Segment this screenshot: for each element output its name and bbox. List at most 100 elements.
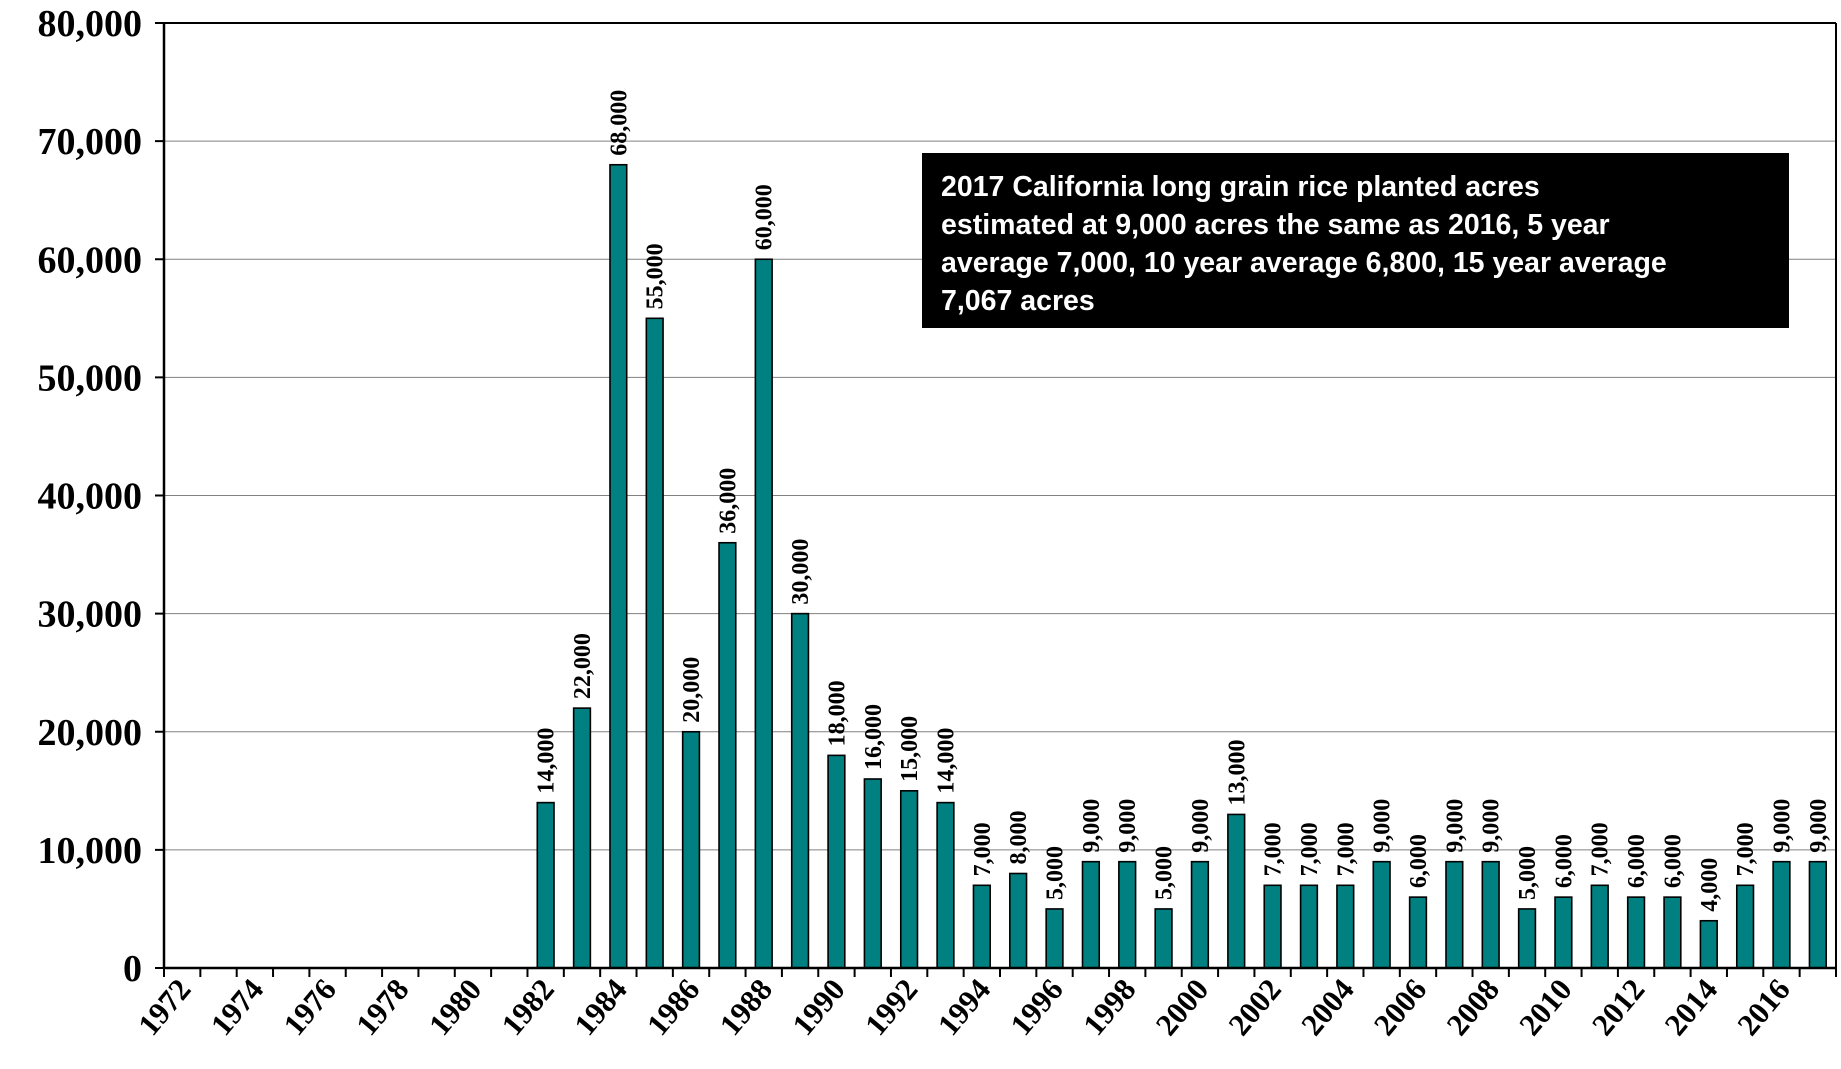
bar [827,754,846,969]
data-label: 55,000 [643,243,669,309]
bar [899,790,919,969]
bar [1699,919,1718,969]
bar [754,258,773,969]
bar [1808,860,1827,969]
bar [936,801,955,969]
x-tick-label: 1986 [640,972,707,1042]
x-tick-label: 1980 [422,972,489,1042]
bar [1154,908,1173,969]
bar [1445,860,1464,969]
data-label: 14,000 [933,728,959,794]
data-label: 4,000 [1697,858,1723,912]
annotation-line: 7,067 acres [941,285,1095,317]
data-label: 6,000 [1406,834,1432,888]
y-tick-label: 20,000 [38,712,143,754]
bar [1481,860,1500,969]
x-tick-label: 2012 [1585,972,1652,1042]
annotation-line: 2017 California long grain rice planted … [941,171,1540,203]
bar [1663,896,1682,969]
data-label: 9,000 [1370,799,1396,853]
bar [572,707,592,969]
bar [1590,884,1609,969]
data-label: 7,000 [1733,822,1759,876]
data-label: 9,000 [1769,799,1795,853]
data-label: 5,000 [1043,846,1069,900]
annotation-line: estimated at 9,000 acres the same as 201… [941,209,1610,241]
data-label: 8,000 [1006,811,1032,865]
data-label: 36,000 [715,468,741,534]
y-tick-label: 70,000 [38,121,143,163]
bar [1227,813,1246,969]
bar [536,801,555,969]
data-label: 9,000 [1442,799,1468,853]
bar [1009,872,1028,969]
data-label: 6,000 [1660,834,1686,888]
x-tick-label: 2000 [1149,972,1216,1042]
x-tick-label: 1988 [712,972,779,1042]
x-tick-label: 1978 [349,972,416,1042]
bar [681,730,701,969]
data-label: 9,000 [1479,799,1505,853]
y-tick-label: 60,000 [38,239,143,281]
annotation-box: 2017 California long grain rice planted … [922,153,1789,328]
bar [1626,896,1646,969]
x-tick-label: 1996 [1003,972,1070,1042]
data-label: 7,000 [1588,822,1614,876]
data-label: 13,000 [1224,739,1250,805]
x-tick-label: 2010 [1512,972,1579,1042]
bar [1190,860,1210,969]
bar [1735,884,1755,969]
x-tick-label: 1992 [858,972,925,1042]
data-label: 9,000 [1806,799,1832,853]
x-tick-label: 2006 [1367,972,1434,1042]
y-tick-label: 80,000 [38,3,143,45]
bar [1772,860,1791,969]
data-label: 20,000 [679,657,705,723]
data-label: 22,000 [570,633,596,699]
bar [1299,884,1319,969]
data-label: 6,000 [1624,834,1650,888]
y-tick-label: 0 [123,948,142,990]
data-label: 15,000 [897,716,923,782]
bar [609,163,628,969]
y-tick-label: 10,000 [38,830,143,872]
data-label: 5,000 [1515,846,1541,900]
data-label: 60,000 [752,184,778,250]
bar [1118,860,1137,969]
data-labels: 14,000 22,000 68,000 55,000 20,000 36,000 60,0… [534,90,1832,912]
data-label: 5,000 [1152,846,1178,900]
x-tick-label: 1998 [1076,972,1143,1042]
bar [790,612,810,969]
bar [863,778,882,969]
annotation-background [922,153,1789,328]
x-tick-label: 2014 [1657,972,1724,1042]
data-label: 9,000 [1079,799,1105,853]
bar [1372,860,1391,969]
bars [536,163,1827,969]
bar [1408,896,1428,969]
x-tick-label: 1994 [931,972,998,1042]
annotation-line: average 7,000, 10 year average 6,800, 15… [941,247,1667,279]
data-label: 9,000 [1188,799,1214,853]
x-tick-label: 1974 [204,972,271,1042]
x-tick-label: 1984 [567,972,634,1042]
bar [1081,860,1101,969]
bar [1045,908,1064,969]
data-label: 7,000 [970,822,996,876]
x-tick-label: 2004 [1294,972,1361,1042]
x-tick-label: 2008 [1439,972,1506,1042]
data-label: 30,000 [788,539,814,605]
x-tick-label: 2016 [1730,972,1797,1042]
x-tick-label: 2002 [1221,972,1288,1042]
data-label: 18,000 [824,680,850,746]
data-label: 7,000 [1333,822,1359,876]
data-label: 9,000 [1115,799,1141,853]
data-label: 68,000 [606,90,632,156]
x-tick-label: 1990 [785,972,852,1042]
data-label: 14,000 [534,728,560,794]
bar [1336,884,1355,969]
y-tick-label: 40,000 [38,476,143,518]
bar [1263,884,1282,969]
data-label: 7,000 [1297,822,1323,876]
